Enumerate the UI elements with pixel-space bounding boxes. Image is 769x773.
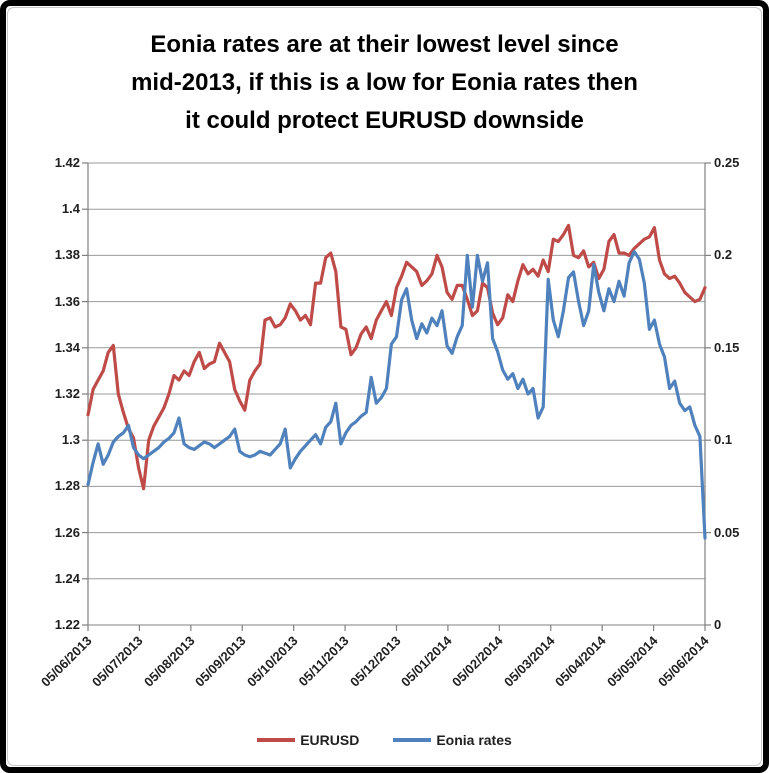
left-axis-tick-label: 1.24 bbox=[54, 570, 80, 586]
eonia-rates-line-swatch bbox=[393, 738, 432, 742]
left-axis-tick-label: 1.22 bbox=[54, 617, 80, 632]
legend-label-eurusd: EURUSD bbox=[300, 732, 360, 748]
right-axis-tick-label: 0.25 bbox=[714, 155, 740, 170]
left-axis-tick-label: 1.26 bbox=[54, 524, 80, 540]
left-axis-tick-label: 1.28 bbox=[54, 478, 80, 494]
left-axis-tick-label: 1.32 bbox=[54, 386, 80, 401]
eurusd-line-swatch bbox=[257, 738, 296, 742]
left-axis-tick-label: 1.38 bbox=[54, 247, 80, 263]
right-axis-tick-label: 0 bbox=[714, 617, 722, 632]
chart-title-line-2: mid-2013, if this is a low for Eonia rat… bbox=[131, 69, 638, 96]
legend-label-eonia-rates: Eonia rates bbox=[436, 732, 512, 748]
left-axis-tick-label: 1.36 bbox=[54, 293, 80, 309]
right-axis-tick-label: 0.05 bbox=[714, 524, 740, 540]
left-axis-tick-label: 1.34 bbox=[54, 339, 80, 355]
left-axis-tick-label: 1.42 bbox=[54, 155, 80, 170]
legend-item-eonia-rates: Eonia rates bbox=[393, 732, 512, 748]
left-axis-tick-label: 1.3 bbox=[61, 432, 80, 448]
chart-title: Eonia rates are at their lowest level si… bbox=[10, 26, 759, 140]
chart-title-line-3: it could protect EURUSD downside bbox=[185, 107, 584, 134]
legend-item-eurusd: EURUSD bbox=[257, 732, 359, 748]
chart-title-line-1: Eonia rates are at their lowest level si… bbox=[150, 31, 619, 58]
right-axis-tick-label: 0.1 bbox=[714, 432, 733, 448]
right-axis-tick-label: 0.2 bbox=[714, 247, 733, 263]
left-axis-tick-label: 1.4 bbox=[61, 201, 80, 217]
legend: EURUSD Eonia rates bbox=[0, 732, 769, 748]
right-axis-tick-label: 0.15 bbox=[714, 339, 740, 355]
